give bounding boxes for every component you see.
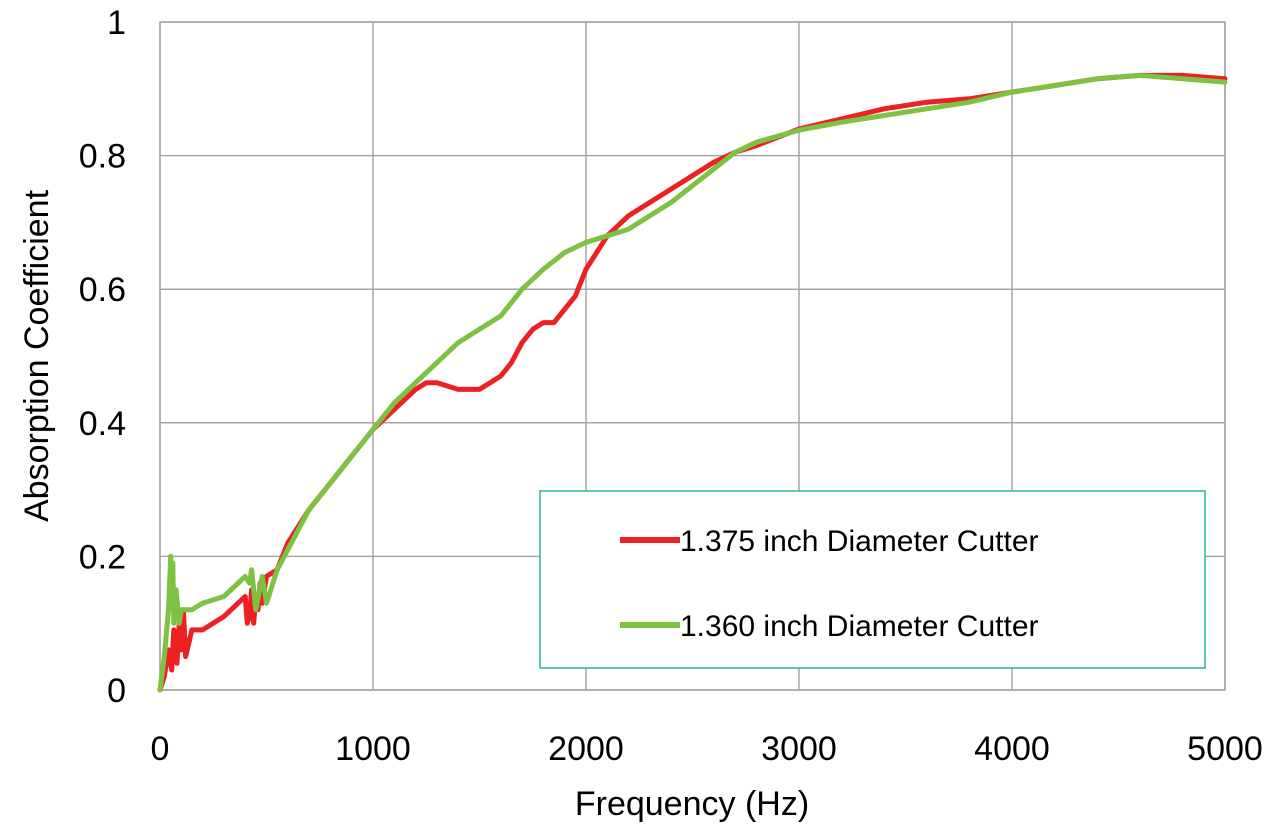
legend: 1.375 inch Diameter Cutter 1.360 inch Di…: [539, 490, 1206, 669]
y-axis-label: Absorption Coefficient: [18, 189, 56, 522]
y-tick-label: 0.8: [79, 138, 126, 176]
plot-border: [159, 21, 1226, 691]
x-tick-label: 4000: [974, 730, 1050, 768]
y-tick-label: 0.2: [79, 538, 126, 576]
x-axis-ticks: 0 1000 2000 3000 4000 5000: [151, 730, 1263, 768]
x-tick-label: 2000: [548, 730, 624, 768]
x-tick-label: 3000: [761, 730, 837, 768]
grid: [159, 21, 1226, 691]
legend-label-1375: 1.375 inch Diameter Cutter: [680, 525, 1039, 558]
plot-frame: [159, 21, 1226, 691]
legend-label-1360: 1.360 inch Diameter Cutter: [680, 610, 1039, 643]
y-tick-label: 0.6: [79, 271, 126, 309]
series-lines: [157, 72, 1228, 693]
y-tick-label: 0: [107, 672, 126, 710]
x-tick-label: 1000: [335, 730, 411, 768]
x-axis-label: Frequency (Hz): [575, 785, 809, 823]
y-axis-ticks: 0 0.2 0.4 0.6 0.8 1: [79, 4, 126, 710]
legend-box: [539, 490, 1206, 669]
y-tick-label: 1: [107, 4, 126, 42]
y-tick-label: 0.4: [79, 405, 126, 443]
x-tick-label: 0: [151, 730, 170, 768]
x-tick-label: 5000: [1187, 730, 1263, 768]
series-line-1360: [157, 72, 1228, 693]
